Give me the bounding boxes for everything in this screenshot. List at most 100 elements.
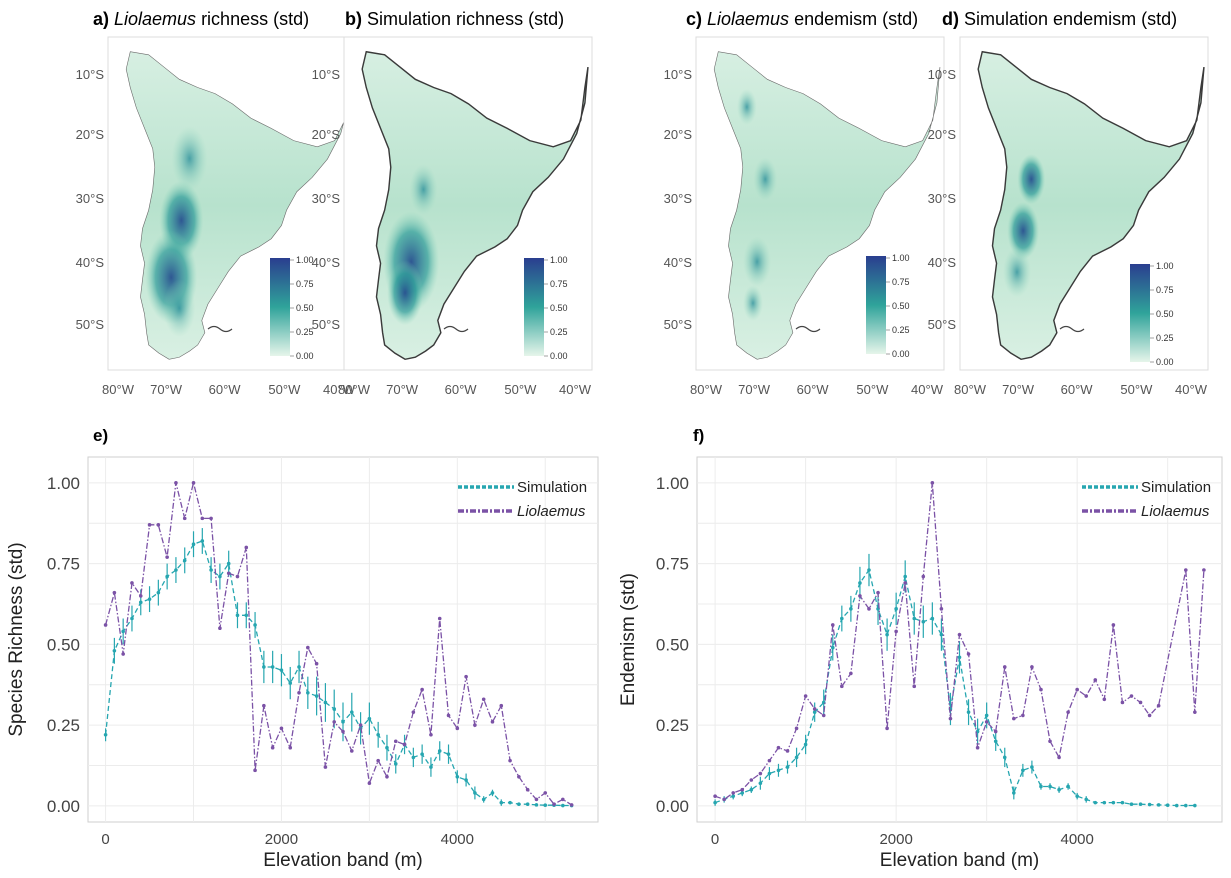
data-point — [812, 710, 817, 714]
data-point — [1147, 802, 1152, 807]
plot-area — [87, 456, 599, 823]
data-point — [885, 726, 889, 731]
color-scale-tick: 0.00 — [892, 349, 910, 359]
y-tick-label: 0.25 — [47, 716, 80, 735]
data-point — [830, 623, 835, 627]
lon-tick-label: 60°W — [445, 382, 478, 397]
data-point — [740, 787, 745, 792]
x-axis-title: Elevation band (m) — [263, 850, 422, 871]
richness-hotspot — [743, 236, 772, 287]
data-point — [1048, 784, 1052, 789]
x-tick-label: 4000 — [1060, 831, 1093, 848]
data-point — [749, 778, 754, 782]
lat-tick-label: 50°S — [928, 317, 957, 332]
color-scale-tick: 0.50 — [296, 303, 314, 313]
data-point — [218, 626, 222, 630]
y-tick-label: 0.75 — [656, 555, 689, 574]
data-point — [885, 632, 889, 637]
data-point — [270, 665, 275, 669]
data-point — [785, 749, 790, 753]
data-point — [561, 803, 565, 808]
data-point — [930, 481, 935, 485]
series-simulation — [713, 553, 1197, 808]
data-point — [1174, 803, 1179, 808]
y-tick-label: 0.00 — [47, 797, 80, 816]
data-point — [1075, 794, 1079, 798]
data-point — [490, 791, 495, 795]
data-point — [1183, 568, 1188, 572]
data-point — [1030, 665, 1034, 669]
data-point — [138, 594, 143, 598]
lon-tick-label: 70°W — [386, 382, 419, 397]
data-point — [288, 681, 293, 685]
panel-label: e) — [93, 426, 108, 445]
color-scale-tick: 0.25 — [550, 327, 568, 337]
data-point — [966, 710, 971, 714]
data-point — [767, 771, 772, 776]
lat-tick-label: 20°S — [928, 127, 957, 142]
data-point — [393, 762, 398, 766]
lat-tick-label: 20°S — [312, 127, 341, 142]
data-point — [867, 568, 871, 572]
data-point — [722, 797, 726, 802]
data-point — [830, 645, 835, 650]
data-point — [147, 597, 152, 601]
data-point — [156, 523, 161, 527]
data-point — [508, 758, 512, 763]
richness-hotspot — [171, 126, 208, 191]
data-point — [858, 581, 862, 585]
data-point — [894, 629, 898, 634]
data-point — [130, 581, 134, 585]
color-scale-bar — [270, 258, 290, 356]
x-tick-label: 0 — [711, 831, 719, 848]
data-point — [499, 703, 504, 708]
map-title: d) Simulation endemism (std) — [942, 9, 1177, 29]
data-point — [1111, 800, 1116, 805]
data-point — [1156, 703, 1161, 708]
data-point — [912, 684, 917, 689]
data-point — [411, 755, 416, 760]
lon-tick-label: 80°W — [338, 382, 371, 397]
lat-tick-label: 20°S — [76, 127, 105, 142]
data-point — [1048, 739, 1052, 744]
data-point — [279, 668, 284, 672]
data-point — [1183, 803, 1188, 808]
data-point — [349, 710, 354, 714]
data-point — [262, 665, 266, 669]
data-point — [1039, 784, 1043, 789]
color-scale-tick: 0.00 — [1156, 357, 1174, 367]
data-point — [993, 729, 998, 734]
data-point — [1193, 710, 1197, 714]
series-line — [714, 568, 1195, 807]
color-scale-tick: 1.00 — [1156, 261, 1174, 271]
data-point — [481, 797, 486, 802]
data-point — [517, 774, 521, 779]
legend-label: Liolaemus — [517, 503, 586, 520]
data-point — [821, 713, 826, 718]
legend-label: Liolaemus — [1141, 503, 1210, 520]
lon-tick-label: 60°W — [209, 382, 242, 397]
lon-tick-label: 40°W — [1175, 382, 1208, 397]
lat-tick-label: 10°S — [664, 67, 693, 82]
data-point — [464, 674, 468, 679]
data-point — [993, 739, 998, 744]
color-scale-tick: 1.00 — [550, 255, 568, 265]
data-point — [182, 558, 187, 563]
lat-tick-label: 50°S — [312, 317, 341, 332]
color-scale-bar — [866, 256, 886, 354]
data-point — [411, 710, 416, 714]
data-point — [226, 561, 231, 566]
data-point — [785, 765, 790, 769]
data-point — [349, 749, 354, 753]
data-point — [182, 516, 187, 521]
data-point — [402, 742, 407, 747]
data-point — [939, 607, 944, 611]
lon-tick-label: 60°W — [797, 382, 830, 397]
data-point — [121, 652, 125, 656]
data-point — [1030, 765, 1034, 769]
data-point — [876, 590, 880, 595]
data-point — [867, 607, 871, 611]
richness-hotspot — [753, 157, 778, 201]
y-tick-label: 0.00 — [656, 797, 689, 816]
data-point — [1120, 800, 1125, 805]
